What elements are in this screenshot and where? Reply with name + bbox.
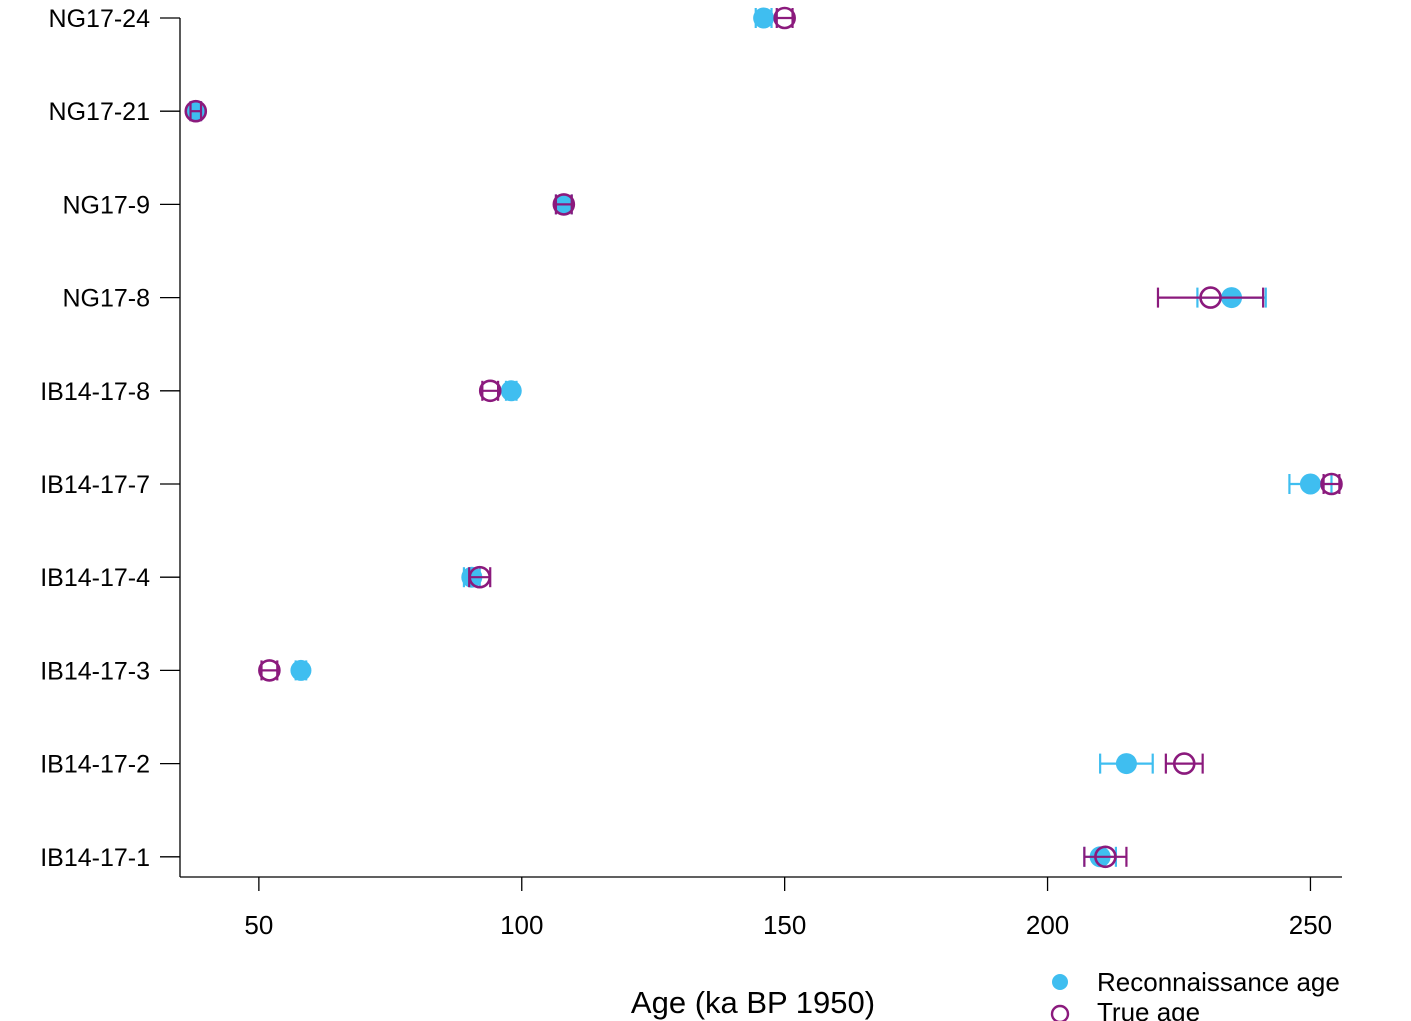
data-marks — [184, 6, 1343, 869]
true-age-point — [468, 565, 492, 589]
reconnaissance-point — [500, 380, 522, 402]
x-ticks: 50 100 150 200 250 — [244, 877, 1332, 940]
legend-label-reconnaissance: Reconnaissance age — [1097, 967, 1340, 997]
reconnaissance-point — [1299, 473, 1321, 495]
legend: Reconnaissance age True age — [1050, 967, 1340, 1021]
axes — [179, 18, 1342, 878]
reconnaissance-point — [290, 659, 312, 681]
category-label: IB14-17-4 — [40, 564, 150, 592]
true-age-point — [258, 659, 281, 682]
legend-marker-reconnaissance — [1052, 974, 1068, 990]
x-tick-label: 200 — [1026, 910, 1069, 940]
legend-marker-true — [1050, 1004, 1070, 1021]
true-age-error-bar — [189, 101, 203, 122]
x-tick-label: 100 — [500, 910, 543, 940]
category-label: NG17-8 — [62, 285, 150, 313]
true-age-error-bar — [1164, 753, 1204, 774]
true-age-point — [552, 193, 576, 216]
category-label: IB14-17-7 — [40, 471, 150, 499]
true-age-point — [1320, 472, 1343, 496]
legend-label-true: True age — [1097, 997, 1200, 1021]
category-label: NG17-24 — [49, 5, 151, 33]
category-label: IB14-17-8 — [40, 378, 150, 406]
true-age-point — [184, 99, 208, 123]
category-label: NG17-9 — [62, 191, 150, 219]
true-age-point — [1199, 286, 1222, 309]
reconnaissance-point — [753, 7, 775, 29]
x-tick-label: 150 — [763, 910, 806, 940]
category-label: IB14-17-3 — [40, 657, 150, 685]
category-label: IB14-17-2 — [40, 751, 150, 779]
y-ticks: NG17-24 NG17-21 NG17-9 NG17-8 IB14-17-8 IB14-… — [40, 5, 180, 872]
true-age-point — [773, 6, 796, 30]
x-tick-label: 50 — [244, 910, 273, 940]
category-label: IB14-17-1 — [40, 844, 150, 872]
true-age-point — [1094, 845, 1117, 869]
true-age-point — [1172, 752, 1196, 775]
true-age-error-bar — [1156, 287, 1265, 308]
true-age-error-bar — [1083, 846, 1128, 867]
category-label: NG17-21 — [49, 98, 150, 126]
x-tick-label: 250 — [1289, 910, 1332, 940]
reconnaissance-point — [1115, 753, 1137, 775]
true-age-point — [478, 379, 502, 403]
x-axis-title: Age (ka BP 1950) — [631, 985, 875, 1020]
